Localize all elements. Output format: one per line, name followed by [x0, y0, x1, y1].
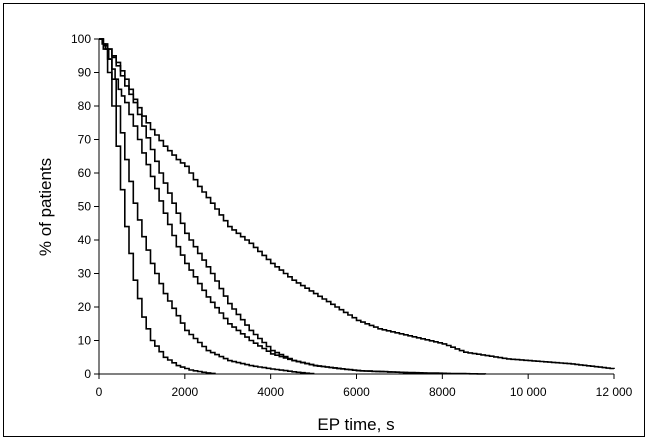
y-tick-label: 0: [84, 367, 91, 381]
x-tick-label: 4000: [257, 385, 284, 399]
y-tick-labels: 0 10 20 30 40 50 60 70 80 90 100: [71, 32, 91, 381]
y-tick-label: 30: [78, 267, 92, 281]
series-line-2: [99, 38, 315, 375]
y-tick-label: 70: [78, 133, 92, 147]
x-tick-label: 12 000: [596, 385, 633, 399]
y-tick-label: 20: [78, 300, 92, 314]
tick-marks: [94, 38, 615, 379]
y-tick-label: 10: [78, 334, 92, 348]
y-tick-label: 80: [78, 99, 92, 113]
y-tick-label: 90: [78, 66, 92, 80]
x-tick-label: 6000: [343, 385, 370, 399]
series-line-4: [99, 38, 487, 375]
y-tick-label: 100: [71, 32, 91, 46]
y-axis-title: % of patients: [36, 158, 55, 256]
series-line-1: [99, 38, 216, 375]
x-tick-label: 8000: [429, 385, 456, 399]
x-tick-labels: 0 2000 4000 6000 8000 10 000 12 000: [96, 385, 633, 399]
x-axis-title: EP time, s: [317, 415, 394, 434]
survival-line-chart: 0 2000 4000 6000 8000 10 000 12 000 0 10 20 30 40 5…: [36, 32, 633, 434]
series-line-5: [99, 38, 615, 370]
series-line-3: [99, 38, 422, 375]
x-tick-label: 10 000: [510, 385, 547, 399]
y-tick-label: 50: [78, 200, 92, 214]
y-tick-label: 40: [78, 233, 92, 247]
y-tick-label: 60: [78, 166, 92, 180]
x-tick-label: 2000: [171, 385, 198, 399]
chart-frame: 0 2000 4000 6000 8000 10 000 12 000 0 10 20 30 40 5…: [3, 3, 645, 437]
series-lines: [99, 38, 615, 375]
x-tick-label: 0: [96, 385, 103, 399]
